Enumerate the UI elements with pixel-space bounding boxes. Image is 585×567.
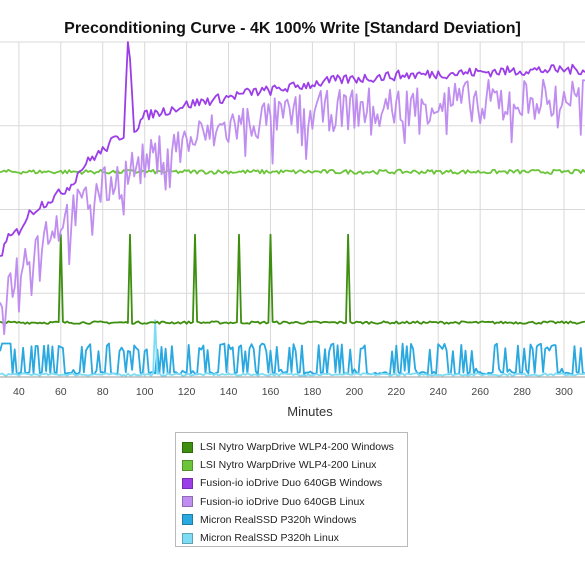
legend-swatch xyxy=(182,441,193,453)
x-axis-label: Minutes xyxy=(287,404,333,419)
legend-item: LSI Nytro WarpDrive WLP4-200 Linux xyxy=(182,456,407,474)
series-line-5 xyxy=(0,319,585,377)
x-tick-label: 140 xyxy=(220,386,238,398)
x-tick-label: 280 xyxy=(513,386,531,398)
x-tick-label: 180 xyxy=(304,386,322,398)
x-axis: 40 60 80 100 120 140 160 180 200 220 240 260 280 300 xyxy=(0,376,585,398)
x-tick-label: 100 xyxy=(136,386,154,398)
x-tick-label: 80 xyxy=(97,386,109,398)
legend-item: Micron RealSSD P320h Linux xyxy=(182,529,407,547)
x-tick-label: 60 xyxy=(55,386,67,398)
legend-item: LSI Nytro WarpDrive WLP4-200 Windows xyxy=(182,438,407,456)
series-line-2 xyxy=(0,41,585,257)
legend-swatch xyxy=(182,514,193,526)
legend-item: Micron RealSSD P320h Windows xyxy=(182,511,407,529)
series-line-0 xyxy=(0,233,585,325)
x-tick-label: 300 xyxy=(555,386,573,398)
x-tick-label: 260 xyxy=(471,386,489,398)
x-tick-label: 40 xyxy=(13,386,25,398)
x-tick-label: 220 xyxy=(388,386,406,398)
legend-label: Fusion-io ioDrive Duo 640GB Linux xyxy=(200,495,365,508)
x-tick-label: 240 xyxy=(429,386,447,398)
series-line-4 xyxy=(0,342,585,376)
legend-swatch xyxy=(182,532,193,544)
legend-swatch xyxy=(182,496,193,508)
x-tick-label: 200 xyxy=(346,386,364,398)
x-tick-label: 160 xyxy=(262,386,280,398)
legend-label: Fusion-io ioDrive Duo 640GB Windows xyxy=(200,477,383,490)
series-line-3 xyxy=(0,78,585,336)
chart-title: Preconditioning Curve - 4K 100% Write [S… xyxy=(64,20,521,37)
legend-item: Fusion-io ioDrive Duo 640GB Windows xyxy=(182,474,407,492)
gridlines xyxy=(0,41,585,378)
legend-label: LSI Nytro WarpDrive WLP4-200 Linux xyxy=(200,459,377,472)
legend-label: Micron RealSSD P320h Windows xyxy=(200,513,357,526)
legend-label: LSI Nytro WarpDrive WLP4-200 Windows xyxy=(200,441,394,454)
x-tick-label: 120 xyxy=(178,386,196,398)
series-line-1 xyxy=(0,168,585,175)
series-lines xyxy=(0,41,585,377)
legend-label: Micron RealSSD P320h Linux xyxy=(200,532,339,545)
legend-swatch xyxy=(182,459,193,471)
legend-swatch xyxy=(182,477,193,489)
legend: LSI Nytro WarpDrive WLP4-200 Windows LSI … xyxy=(175,432,408,547)
legend-item: Fusion-io ioDrive Duo 640GB Linux xyxy=(182,493,407,511)
